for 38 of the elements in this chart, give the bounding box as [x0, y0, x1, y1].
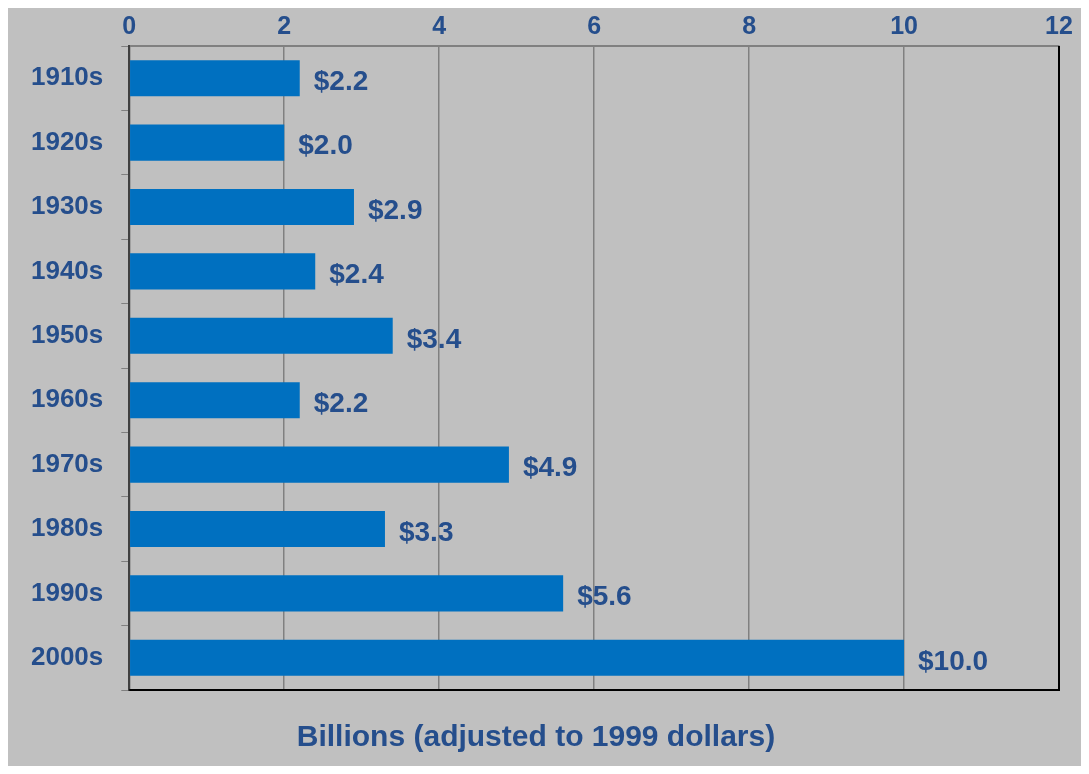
data-label: $2.2	[313, 386, 369, 418]
y-tick-label: 1970s	[30, 447, 104, 478]
x-tick-label: 10	[890, 10, 918, 39]
y-tick-label: 2000s	[30, 640, 104, 671]
data-label: $3.4	[406, 322, 462, 354]
bar	[130, 446, 509, 483]
x-tick-label: 4	[432, 10, 447, 39]
x-tick-label: 8	[742, 10, 757, 39]
x-tick-label: 12	[1045, 10, 1073, 39]
bar	[130, 382, 300, 419]
x-axis-title: Billions (adjusted to 1999 dollars)	[296, 719, 776, 753]
bar	[130, 510, 385, 548]
y-tick-label: 1940s	[30, 254, 104, 285]
y-tick-label: 1920s	[30, 125, 104, 156]
data-label: $2.4	[329, 258, 385, 290]
bar	[130, 639, 905, 676]
bar	[130, 124, 285, 161]
y-tick-label: 1960s	[30, 383, 104, 414]
x-tick-label: 6	[587, 10, 602, 39]
data-label: $2.9	[367, 193, 423, 225]
data-label: $3.3	[398, 515, 454, 547]
data-label: $10.0	[918, 644, 989, 676]
data-label: $4.9	[522, 451, 578, 483]
x-tick-label: 2	[277, 10, 292, 39]
y-tick-label: 1980s	[30, 512, 104, 543]
y-tick-label: 1910s	[30, 61, 104, 92]
bar	[130, 317, 393, 354]
y-tick-label: 1930s	[30, 190, 104, 221]
bar	[130, 253, 316, 290]
x-tick-label: 0	[122, 10, 137, 39]
y-tick-label: 1950s	[30, 318, 104, 349]
bar	[130, 575, 564, 612]
bar	[130, 188, 354, 226]
data-label: $2.2	[313, 64, 369, 96]
data-label: $5.6	[577, 580, 632, 612]
y-tick-label: 1990s	[30, 576, 104, 607]
data-label: $2.0	[298, 129, 353, 161]
bar	[130, 60, 300, 97]
